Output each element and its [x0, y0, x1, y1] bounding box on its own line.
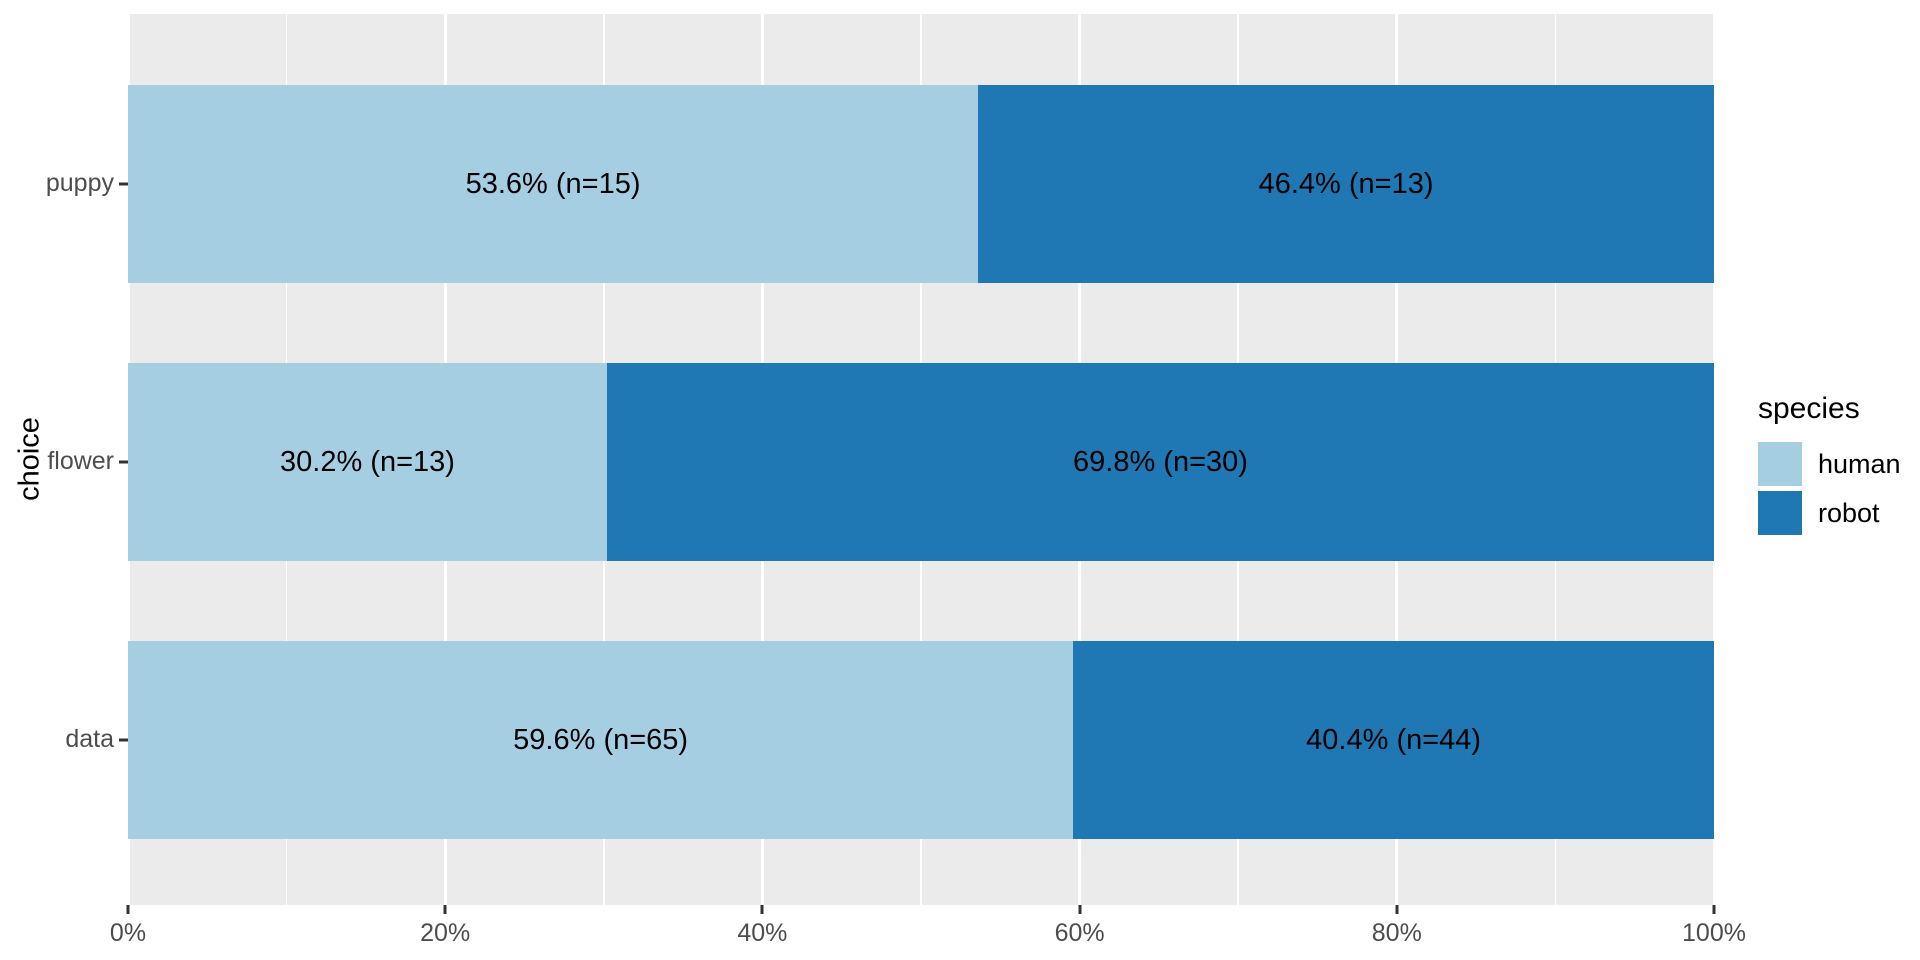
- bar-label-flower-robot: 69.8% (n=30): [1073, 445, 1248, 478]
- y-tick-mark: [119, 182, 128, 186]
- legend-swatch-robot: [1758, 491, 1802, 535]
- x-tick-label-20%: 20%: [420, 919, 471, 947]
- x-tick-label-0%: 0%: [109, 919, 147, 947]
- plot-panel: 53.6% (n=15) 46.4% (n=13) 30.2% (n=13) 69.8…: [126, 14, 1716, 905]
- y-tick-label-puppy: puppy: [45, 168, 114, 197]
- bar-segment-flower-human: 30.2% (n=13): [128, 363, 607, 561]
- bar-label-puppy-human: 53.6% (n=15): [465, 167, 641, 200]
- x-tick-label-40%: 40%: [737, 919, 788, 947]
- legend-entry-human: human: [1758, 442, 1901, 486]
- x-tick-label-60%: 60%: [1054, 919, 1105, 947]
- y-tick-mark: [119, 738, 128, 742]
- bar-label-data-robot: 40.4% (n=44): [1306, 723, 1482, 756]
- legend-title: species: [1758, 392, 1860, 425]
- x-tick-mark: [1712, 905, 1716, 914]
- bar-segment-flower-robot: 69.8% (n=30): [606, 363, 1714, 561]
- x-tick-mark: [1395, 905, 1399, 914]
- legend-entry-robot: robot: [1758, 491, 1901, 535]
- bar-label-puppy-robot: 46.4% (n=13): [1258, 167, 1434, 200]
- bar-segment-puppy-robot: 46.4% (n=13): [978, 85, 1714, 283]
- major-gridline: [1712, 14, 1716, 905]
- x-tick-mark: [126, 905, 130, 914]
- x-tick-mark: [760, 905, 764, 914]
- bar-row-flower: 30.2% (n=13) 69.8% (n=30): [128, 363, 1714, 561]
- bar-segment-data-human: 59.6% (n=65): [128, 641, 1074, 839]
- x-tick-mark: [1078, 905, 1082, 914]
- bar-segment-puppy-human: 53.6% (n=15): [128, 85, 979, 283]
- bar-label-data-human: 59.6% (n=65): [513, 723, 689, 756]
- y-tick-label-flower: flower: [47, 446, 114, 475]
- legend-swatch-human: [1758, 442, 1802, 486]
- bar-row-data: 59.6% (n=65) 40.4% (n=44): [128, 641, 1714, 839]
- legend-label-robot: robot: [1818, 497, 1880, 528]
- bar-segment-data-robot: 40.4% (n=44): [1073, 641, 1714, 839]
- bar-label-flower-human: 30.2% (n=13): [280, 445, 455, 478]
- x-tick-label-100%: 100%: [1682, 919, 1746, 947]
- legend-entries: human robot: [1758, 442, 1901, 535]
- bar-row-puppy: 53.6% (n=15) 46.4% (n=13): [128, 85, 1714, 283]
- legend: species human robot: [1758, 392, 1901, 540]
- x-tick-label-80%: 80%: [1371, 919, 1422, 947]
- y-tick-label-data: data: [65, 724, 114, 753]
- x-tick-mark: [443, 905, 447, 914]
- legend-label-human: human: [1818, 448, 1901, 479]
- y-tick-mark: [119, 460, 128, 464]
